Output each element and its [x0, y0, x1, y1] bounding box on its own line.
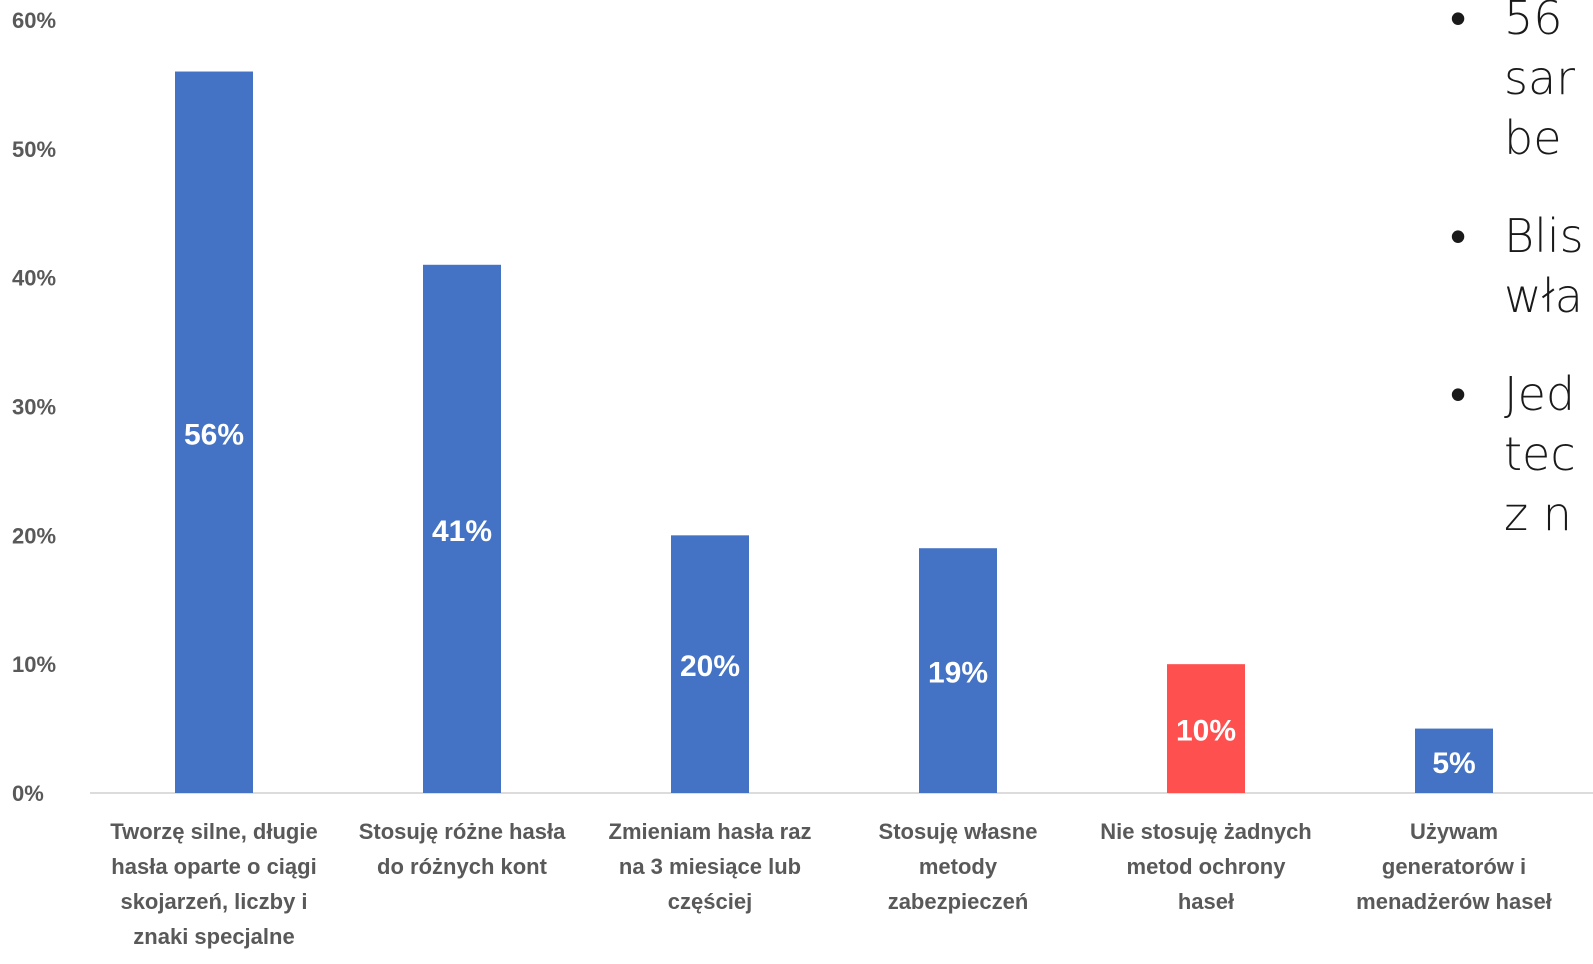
bullet-list: • 56 sar be • Blis wła • Jed tec z n — [1450, 0, 1593, 578]
data-label: 20% — [680, 650, 740, 683]
bullet-line: z n — [1504, 487, 1572, 541]
x-tick-label: haseł — [1178, 889, 1234, 914]
x-tick-label: Używam — [1410, 819, 1498, 844]
x-tick-label: Nie stosuję żadnych — [1100, 819, 1312, 844]
data-label: 56% — [184, 418, 244, 451]
bar — [423, 264, 501, 793]
x-tick-label: Tworzę silne, długie — [110, 819, 317, 844]
x-tick-label: Stosuję własne — [879, 819, 1038, 844]
x-tick-label: częściej — [668, 889, 752, 914]
x-tick-label: hasła oparte o ciągi — [111, 854, 316, 879]
x-tick-label: zabezpieczeń — [888, 889, 1029, 914]
x-tick-label: generatorów i — [1382, 854, 1526, 879]
data-label: 10% — [1176, 715, 1236, 748]
bar — [1167, 664, 1245, 793]
x-tick-label: Zmieniam hasła raz — [609, 819, 812, 844]
x-tick-label: metody — [919, 854, 998, 879]
y-tick-label: 60% — [12, 8, 56, 33]
bullet-dot-icon: • — [1450, 209, 1467, 263]
y-tick-label: 40% — [12, 266, 56, 291]
x-tick-label: na 3 miesiące lub — [619, 854, 801, 879]
bar — [671, 535, 749, 793]
bullet-dot-icon: • — [1450, 0, 1467, 45]
y-tick-label: 10% — [12, 652, 56, 677]
y-tick-label: 30% — [12, 395, 56, 420]
bullet-line: 56 — [1504, 0, 1563, 45]
bullet-line: tec — [1504, 427, 1576, 481]
bullet-line: Jed — [1504, 367, 1576, 421]
y-tick-label: 20% — [12, 523, 56, 548]
bar — [919, 548, 997, 793]
x-tick-label: skojarzeń, liczby i — [120, 889, 307, 914]
bar — [1415, 728, 1493, 793]
x-tick-label: znaki specjalne — [133, 924, 294, 949]
data-label: 19% — [928, 657, 988, 690]
bullet-line: wła — [1504, 269, 1583, 323]
bullet-dot-icon: • — [1450, 367, 1467, 421]
x-tick-label: do różnych kont — [377, 854, 548, 879]
y-tick-label: 0% — [12, 781, 44, 806]
x-tick-label: menadżerów haseł — [1356, 889, 1552, 914]
data-label: 5% — [1432, 747, 1475, 780]
x-tick-label: metod ochrony — [1127, 854, 1287, 879]
bullet-line: Blis — [1504, 209, 1584, 263]
bar — [175, 71, 253, 794]
bullet-line: be — [1504, 111, 1562, 165]
y-tick-label: 50% — [12, 137, 56, 162]
data-label: 41% — [432, 515, 492, 548]
bullet-line: sar — [1504, 51, 1576, 105]
x-tick-label: Stosuję różne hasła — [359, 819, 566, 844]
